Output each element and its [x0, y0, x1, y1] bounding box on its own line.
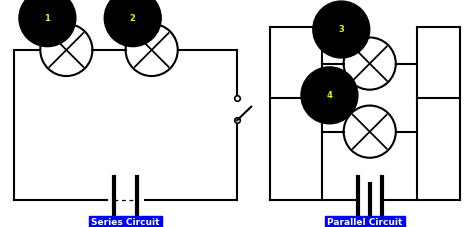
Ellipse shape: [19, 0, 76, 47]
Text: 3: 3: [338, 25, 344, 34]
Text: Series Circuit: Series Circuit: [91, 218, 160, 227]
Ellipse shape: [301, 67, 358, 124]
Ellipse shape: [313, 1, 370, 58]
Ellipse shape: [104, 0, 161, 47]
Text: Parallel Circuit: Parallel Circuit: [327, 218, 403, 227]
Text: 1: 1: [45, 14, 50, 23]
Text: 2: 2: [130, 14, 136, 23]
Text: 4: 4: [327, 91, 332, 100]
